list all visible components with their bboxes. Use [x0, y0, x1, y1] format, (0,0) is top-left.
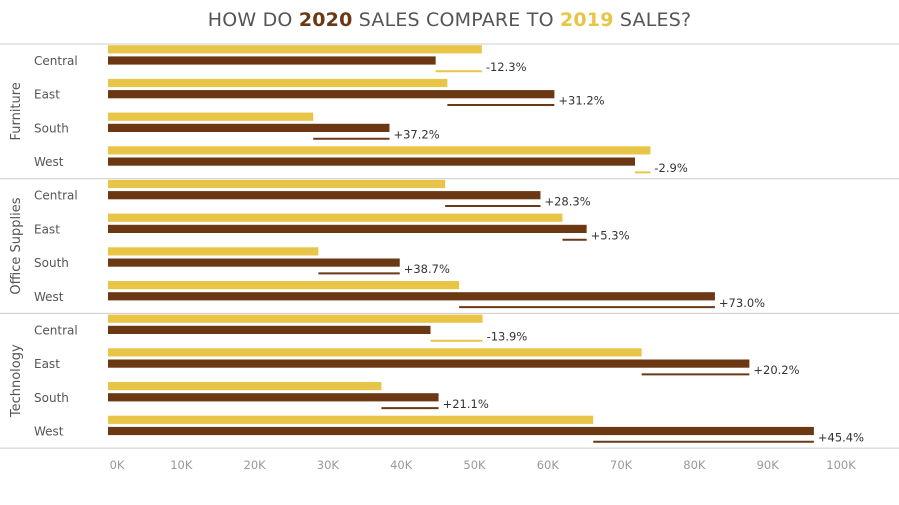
bar-2020: [108, 90, 555, 99]
bar-2020: [108, 426, 814, 436]
x-tick-label: 50K: [463, 458, 486, 472]
percent-change-label: -2.9%: [654, 161, 687, 175]
chart-title: HOW DO 2020 SALES COMPARE TO 2019 SALES?: [0, 9, 899, 31]
bar-2019: [108, 179, 446, 189]
bar-2019: [108, 146, 651, 155]
percent-change-label: +20.2%: [753, 363, 799, 377]
title-middle: SALES COMPARE TO: [352, 9, 560, 31]
bar-2020: [108, 191, 541, 200]
x-tick-label: 60K: [537, 458, 560, 472]
x-tick-label: 30K: [317, 458, 340, 472]
bar-2019: [108, 314, 483, 323]
region-label: Central: [34, 54, 78, 68]
region-label: South: [34, 256, 69, 270]
x-tick-label: 80K: [683, 458, 706, 472]
title-year-current: 2020: [298, 9, 353, 31]
title-prefix: HOW DO: [207, 9, 299, 31]
category-label: Furniture: [9, 82, 24, 140]
category-label: Technology: [9, 344, 24, 418]
bar-2020: [108, 157, 636, 166]
bars-layer: [108, 45, 814, 443]
region-label: West: [34, 425, 64, 439]
region-label: South: [34, 121, 69, 135]
percent-change-label: +31.2%: [558, 94, 604, 108]
percent-change-label: +38.7%: [404, 262, 450, 276]
bar-2020: [108, 393, 439, 402]
x-tick-label: 10K: [170, 458, 193, 472]
x-tick-label: 40K: [390, 458, 413, 472]
x-tick-label: 70K: [610, 458, 633, 472]
bar-2020: [108, 325, 431, 334]
percent-change-label: +37.2%: [393, 127, 439, 141]
x-tick-label: 90K: [757, 458, 780, 472]
percent-change-label: +28.3%: [544, 195, 590, 209]
bar-2019: [108, 78, 448, 88]
title-suffix: SALES?: [613, 9, 692, 31]
bar-2020: [108, 292, 715, 301]
bar-2019: [108, 348, 642, 357]
grid-layer: [0, 43, 899, 449]
region-label: Central: [34, 189, 78, 203]
percent-change-label: +21.1%: [443, 397, 489, 411]
percent-change-label: +73.0%: [719, 296, 765, 310]
bar-2020: [108, 258, 400, 267]
bar-2019: [108, 247, 319, 256]
x-axis: 0K 10K 20K 30K 40K 50K 60K 70K 80K 90K 100K: [110, 458, 857, 472]
percent-change-label: +45.4%: [818, 431, 864, 445]
x-tick-label: 0K: [110, 458, 125, 472]
bar-2020: [108, 224, 587, 233]
region-label: East: [34, 357, 60, 371]
labels-layer: Furniture Central -12.3% East +31.2% South +37…: [9, 54, 864, 445]
x-tick-label: 20K: [244, 458, 267, 472]
region-label: East: [34, 222, 60, 236]
x-tick-label: 100K: [826, 458, 856, 472]
bar-2020: [108, 123, 390, 132]
bar-2020: [108, 56, 436, 65]
bar-2019: [108, 213, 563, 222]
region-label: East: [34, 88, 60, 102]
bar-2019: [108, 415, 594, 424]
bar-2019: [108, 281, 460, 290]
region-label: West: [34, 155, 64, 169]
bar-2019: [108, 45, 482, 54]
bar-2019: [108, 382, 382, 391]
bar-2020: [108, 359, 750, 368]
bar-2019: [108, 112, 314, 121]
percent-change-label: +5.3%: [591, 228, 630, 242]
category-label: Office Supplies: [9, 197, 24, 294]
percent-change-label: -12.3%: [486, 60, 527, 74]
region-label: West: [34, 290, 64, 304]
region-label: South: [34, 391, 69, 405]
region-label: Central: [34, 323, 78, 337]
title-year-prior: 2019: [559, 9, 614, 31]
percent-change-label: -13.9%: [487, 329, 528, 343]
